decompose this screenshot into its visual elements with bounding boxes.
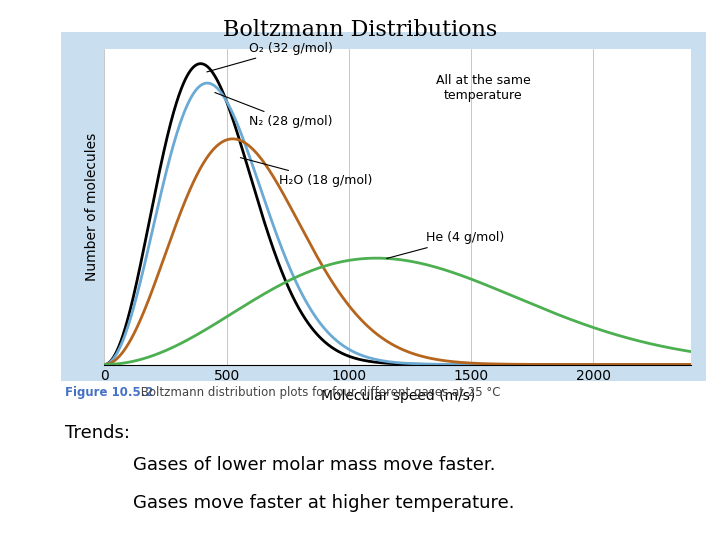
Text: He (4 g/mol): He (4 g/mol) bbox=[387, 231, 504, 259]
Text: Gases move faster at higher temperature.: Gases move faster at higher temperature. bbox=[133, 494, 515, 512]
Text: Boltzmann distribution plots for four different gases at 25 °C: Boltzmann distribution plots for four di… bbox=[137, 386, 500, 399]
Text: H₂O (18 g/mol): H₂O (18 g/mol) bbox=[240, 158, 373, 187]
Text: O₂ (32 g/mol): O₂ (32 g/mol) bbox=[207, 42, 333, 72]
Text: Trends:: Trends: bbox=[65, 424, 130, 442]
Text: N₂ (28 g/mol): N₂ (28 g/mol) bbox=[215, 92, 333, 129]
Text: Boltzmann Distributions: Boltzmann Distributions bbox=[223, 19, 497, 41]
X-axis label: Molecular speed (m/s): Molecular speed (m/s) bbox=[320, 389, 475, 403]
Y-axis label: Number of molecules: Number of molecules bbox=[85, 132, 99, 281]
Text: All at the same
temperature: All at the same temperature bbox=[436, 74, 530, 102]
Text: Gases of lower molar mass move faster.: Gases of lower molar mass move faster. bbox=[133, 456, 495, 474]
Text: Figure 10.5.2: Figure 10.5.2 bbox=[65, 386, 153, 399]
